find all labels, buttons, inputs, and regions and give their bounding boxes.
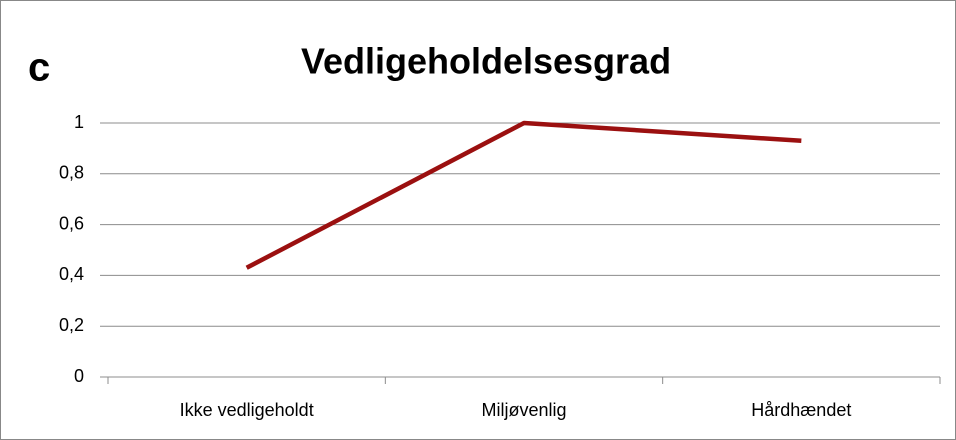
y-tick-label: 1 (74, 112, 84, 132)
x-tick-label: Miljøvenlig (481, 400, 566, 420)
data-line (245, 120, 802, 270)
y-tick-label: 0,4 (59, 264, 84, 284)
chart-title: Vedligeholdelsesgrad (301, 41, 671, 82)
x-tick-label: Hårdhændet (751, 400, 851, 420)
y-tick-label: 0 (74, 366, 84, 386)
y-tick-label: 0,8 (59, 163, 84, 183)
x-tick-label: Ikke vedligeholdt (180, 400, 314, 420)
y-tick-label: 0,6 (59, 213, 84, 233)
y-tick-label: 0,2 (59, 315, 84, 335)
panel-label: c (28, 46, 50, 90)
